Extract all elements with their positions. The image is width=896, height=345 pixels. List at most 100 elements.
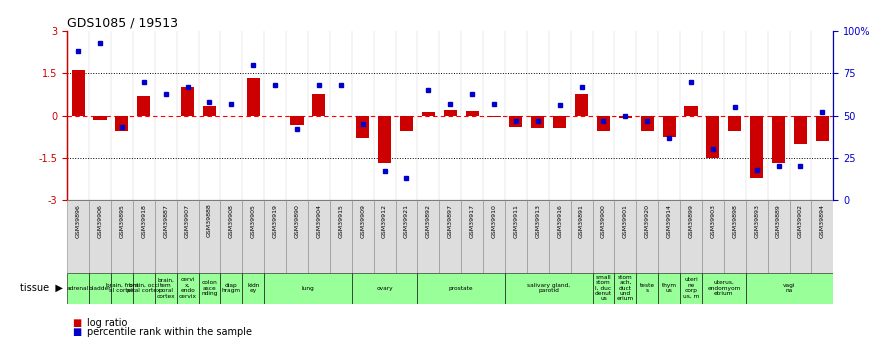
Bar: [89, 200, 111, 273]
Bar: [466, 111, 478, 116]
Text: GSM39896: GSM39896: [75, 204, 81, 238]
Text: brain,
tem
poral
cortex: brain, tem poral cortex: [157, 277, 175, 299]
Bar: [199, 200, 220, 273]
Text: uteri
ne
corp
us, m: uteri ne corp us, m: [683, 277, 699, 299]
Text: GSM39912: GSM39912: [382, 204, 387, 238]
Bar: [815, 116, 829, 141]
Bar: [680, 273, 702, 304]
Bar: [509, 116, 522, 127]
Bar: [444, 110, 457, 116]
Bar: [308, 200, 330, 273]
Text: GSM39921: GSM39921: [404, 204, 409, 238]
Bar: [378, 116, 392, 164]
Bar: [133, 273, 155, 304]
Bar: [571, 200, 592, 273]
Bar: [202, 106, 216, 116]
Bar: [422, 112, 435, 116]
Bar: [352, 200, 374, 273]
Bar: [772, 116, 785, 164]
Text: GDS1085 / 19513: GDS1085 / 19513: [67, 17, 178, 30]
Text: ■: ■: [72, 318, 81, 327]
Text: GSM39895: GSM39895: [119, 204, 125, 238]
Text: GSM39891: GSM39891: [579, 204, 584, 238]
Bar: [313, 95, 325, 116]
Text: GSM39908: GSM39908: [228, 204, 234, 238]
Bar: [724, 200, 745, 273]
Text: ovary: ovary: [376, 286, 392, 290]
Bar: [597, 116, 610, 131]
Bar: [242, 200, 264, 273]
Text: GSM39900: GSM39900: [601, 204, 606, 238]
Bar: [356, 116, 369, 138]
Text: GSM39916: GSM39916: [557, 204, 562, 238]
Bar: [72, 70, 85, 116]
Bar: [745, 200, 768, 273]
Bar: [461, 200, 483, 273]
Bar: [702, 200, 724, 273]
Bar: [662, 116, 676, 137]
Text: ■: ■: [72, 327, 81, 337]
Text: GSM39907: GSM39907: [185, 204, 190, 238]
Bar: [615, 273, 636, 304]
Text: GSM39905: GSM39905: [251, 204, 255, 238]
Bar: [67, 200, 89, 273]
Text: bladder: bladder: [89, 286, 111, 290]
Bar: [641, 116, 654, 131]
Text: cervi
x,
endo
cervix: cervi x, endo cervix: [178, 277, 196, 299]
Bar: [220, 200, 242, 273]
Text: GSM39892: GSM39892: [426, 204, 431, 238]
Text: GSM39919: GSM39919: [272, 204, 278, 238]
Bar: [89, 273, 111, 304]
Bar: [745, 273, 833, 304]
Bar: [395, 200, 418, 273]
Bar: [418, 273, 505, 304]
Bar: [636, 200, 659, 273]
Text: uterus,
endomyom
etrium: uterus, endomyom etrium: [707, 280, 740, 296]
Text: thym
us: thym us: [661, 283, 676, 293]
Bar: [155, 200, 177, 273]
Bar: [111, 273, 133, 304]
Bar: [636, 273, 659, 304]
Text: GSM39888: GSM39888: [207, 204, 212, 237]
Text: vagi
na: vagi na: [783, 283, 796, 293]
Text: GSM39901: GSM39901: [623, 204, 628, 238]
Bar: [177, 200, 199, 273]
Bar: [220, 273, 242, 304]
Bar: [242, 273, 264, 304]
Text: tissue  ▶: tissue ▶: [20, 283, 63, 293]
Text: small
stom
l, duc
denut
us: small stom l, duc denut us: [595, 275, 612, 302]
Text: kidn
ey: kidn ey: [247, 283, 260, 293]
Bar: [439, 200, 461, 273]
Text: GSM39899: GSM39899: [688, 204, 694, 238]
Text: GSM39897: GSM39897: [448, 204, 452, 238]
Text: GSM39902: GSM39902: [798, 204, 803, 238]
Bar: [592, 200, 615, 273]
Text: GSM39911: GSM39911: [513, 204, 519, 238]
Bar: [418, 200, 439, 273]
Bar: [794, 116, 807, 144]
Text: adrenal: adrenal: [67, 286, 90, 290]
Bar: [789, 200, 812, 273]
Text: GSM39904: GSM39904: [316, 204, 322, 238]
Text: colon
asce
nding: colon asce nding: [202, 280, 218, 296]
Text: GSM39889: GSM39889: [776, 204, 781, 238]
Bar: [264, 273, 352, 304]
Text: prostate: prostate: [449, 286, 473, 290]
Bar: [768, 200, 789, 273]
Text: GSM39890: GSM39890: [295, 204, 299, 238]
Text: GSM39894: GSM39894: [820, 204, 825, 238]
Bar: [246, 78, 260, 116]
Text: brain, occi
pital cortex: brain, occi pital cortex: [127, 283, 160, 293]
Text: GSM39915: GSM39915: [339, 204, 343, 238]
Text: GSM39906: GSM39906: [98, 204, 102, 238]
Bar: [592, 273, 615, 304]
Bar: [155, 273, 177, 304]
Text: stom
ach,
duct
und
erium: stom ach, duct und erium: [616, 275, 634, 302]
Bar: [531, 116, 545, 128]
Text: GSM39920: GSM39920: [645, 204, 650, 238]
Bar: [374, 200, 395, 273]
Bar: [728, 116, 741, 131]
Bar: [286, 200, 308, 273]
Text: GSM39887: GSM39887: [163, 204, 168, 238]
Bar: [575, 95, 588, 116]
